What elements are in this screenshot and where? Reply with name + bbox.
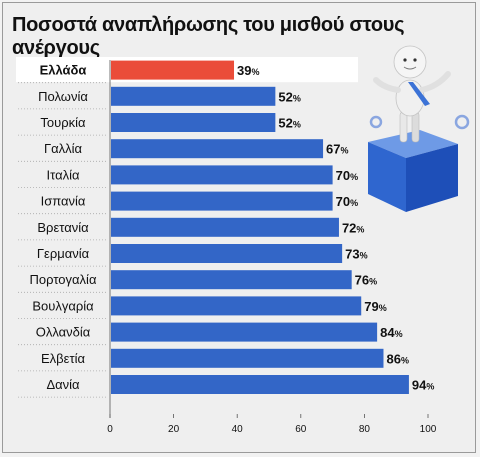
bar-7 (111, 217, 339, 237)
bar-5 (111, 165, 333, 185)
data-label: 72% (342, 220, 364, 235)
category-label: Ισπανία (41, 194, 86, 209)
bar-3 (111, 113, 276, 132)
data-label: 94% (412, 378, 434, 393)
category-label: Ολλανδία (36, 325, 91, 340)
data-label: 52% (278, 89, 300, 104)
x-tick-label: 100 (420, 424, 437, 435)
category-label: Βρετανία (37, 220, 89, 235)
bar-2 (111, 86, 276, 106)
category-label: Πορτογαλία (30, 272, 97, 287)
bar-13 (111, 375, 409, 394)
category-label: Γαλλία (44, 141, 83, 156)
bar-1 (111, 60, 235, 80)
bar-10 (111, 296, 362, 316)
data-label: 73% (345, 247, 367, 262)
category-label: Βουλγαρία (32, 298, 94, 313)
data-label: 79% (364, 299, 386, 314)
bar-9 (111, 270, 352, 290)
data-label: 86% (386, 351, 408, 366)
data-label: 52% (278, 116, 300, 131)
bar-12 (111, 348, 384, 368)
x-tick-label: 80 (359, 424, 371, 435)
category-label: Ιταλία (47, 167, 80, 182)
category-label: Ελλάδα (40, 63, 87, 78)
x-tick-label: 60 (295, 424, 307, 435)
category-label: Ελβετία (41, 351, 85, 366)
bar-6 (111, 191, 333, 211)
data-label: 70% (336, 194, 358, 209)
data-label: 67% (326, 142, 348, 157)
bar-11 (111, 322, 378, 342)
data-label: 84% (380, 325, 402, 340)
x-tick-label: 40 (232, 424, 244, 435)
bar-4 (111, 139, 324, 159)
category-label: Δανία (46, 377, 80, 392)
category-label: Πολωνία (38, 89, 88, 104)
chart-title: Ποσοστά αναπλήρωσης του μισθού στους ανέ… (12, 14, 405, 59)
category-label: Γερμανία (37, 246, 90, 261)
bar-8 (111, 244, 343, 263)
category-label: Τουρκία (40, 115, 86, 130)
x-tick-label: 20 (168, 424, 180, 435)
x-tick-label: 0 (107, 424, 113, 435)
data-label: 76% (355, 273, 377, 288)
data-label: 70% (336, 168, 358, 183)
figure-on-blue-cube-icon (368, 45, 470, 212)
data-label: 39% (237, 63, 259, 78)
